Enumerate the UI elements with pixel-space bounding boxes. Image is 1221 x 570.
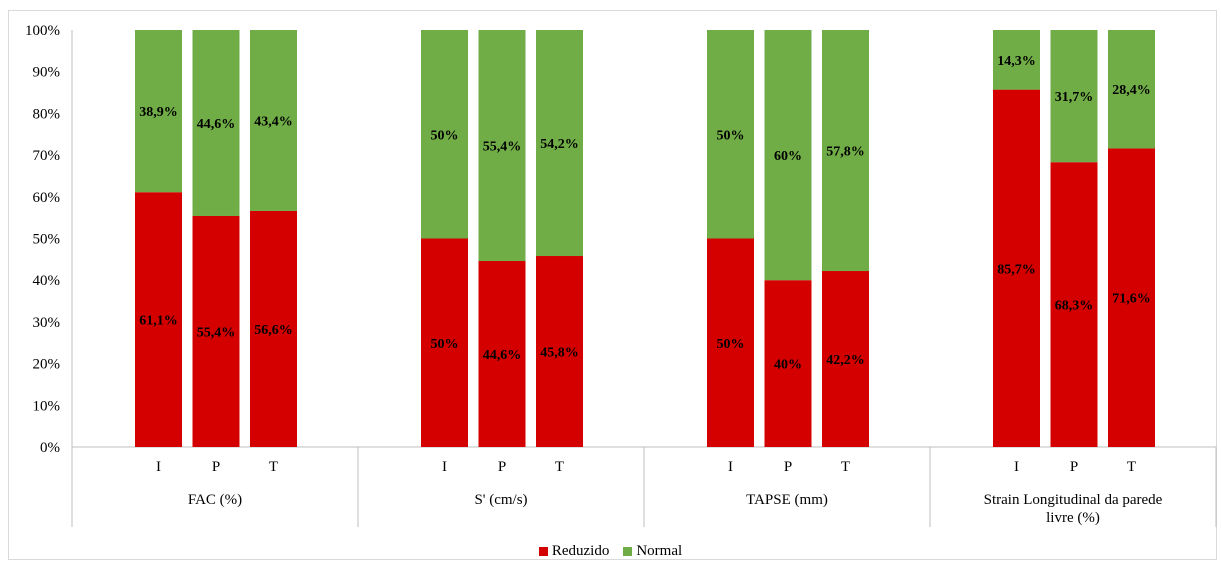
- x-category-label: I: [728, 459, 733, 475]
- bar-reduzido: [135, 192, 182, 447]
- data-label-normal: 28,4%: [1112, 83, 1151, 98]
- y-tick-label: 0%: [40, 440, 60, 456]
- data-label-normal: 60%: [774, 149, 802, 164]
- data-label-reduzido: 45,8%: [540, 346, 579, 361]
- legend-item-reduzido: Reduzido: [538, 542, 610, 560]
- data-label-normal: 54,2%: [540, 137, 579, 152]
- legend-label-reduzido: Reduzido: [551, 542, 610, 559]
- x-category-label: P: [784, 459, 792, 475]
- bar-reduzido: [192, 215, 240, 447]
- data-label-reduzido: 50%: [431, 337, 459, 352]
- y-tick-label: 60%: [33, 190, 61, 206]
- bar-normal: [421, 30, 468, 239]
- bar-normal: [536, 30, 583, 257]
- data-label-normal: 55,4%: [483, 140, 522, 155]
- data-label-reduzido: 55,4%: [197, 325, 236, 340]
- y-tick-label: 40%: [33, 273, 61, 289]
- legend-label-normal: Normal: [636, 542, 683, 559]
- bar-reduzido: [536, 256, 583, 447]
- x-group-label: TAPSE (mm): [746, 492, 828, 508]
- y-tick-label: 30%: [33, 315, 61, 331]
- y-tick-label: 50%: [33, 232, 61, 248]
- y-tick-label: 90%: [33, 65, 61, 81]
- y-tick-label: 70%: [33, 148, 61, 164]
- data-label-reduzido: 68,3%: [1055, 299, 1094, 314]
- x-category-label: T: [841, 459, 850, 475]
- data-label-reduzido: 42,2%: [826, 353, 865, 368]
- x-group-label: FAC (%): [188, 492, 242, 508]
- bar-reduzido: [822, 271, 869, 447]
- bar-reduzido: [764, 280, 812, 447]
- data-label-normal: 14,3%: [997, 54, 1036, 69]
- bar-normal: [1108, 30, 1155, 149]
- y-tick-label: 100%: [25, 23, 60, 39]
- data-label-reduzido: 40%: [774, 358, 802, 373]
- bar-normal: [478, 30, 526, 262]
- bar-normal: [135, 30, 182, 193]
- x-category-label: P: [212, 459, 220, 475]
- data-label-reduzido: 50%: [717, 337, 745, 352]
- bar-reduzido: [478, 261, 526, 447]
- bar-reduzido: [993, 89, 1040, 448]
- data-label-normal: 44,6%: [197, 117, 236, 132]
- data-label-normal: 50%: [431, 128, 459, 143]
- data-label-normal: 50%: [717, 128, 745, 143]
- data-label-normal: 57,8%: [826, 145, 865, 160]
- bar-reduzido: [421, 238, 468, 447]
- y-tick-label: 80%: [33, 106, 61, 122]
- bar-reduzido: [707, 238, 754, 447]
- data-label-reduzido: 85,7%: [997, 262, 1036, 277]
- data-label-reduzido: 71,6%: [1112, 292, 1151, 307]
- y-tick-label: 20%: [33, 357, 61, 373]
- x-category-label: P: [498, 459, 506, 475]
- legend-swatch-reduzido: [538, 546, 548, 556]
- bar-normal: [192, 30, 240, 216]
- x-group-label: livre (%): [1046, 510, 1100, 526]
- legend: Reduzido Normal: [0, 540, 1221, 562]
- bar-normal: [707, 30, 754, 239]
- data-label-normal: 38,9%: [139, 105, 178, 120]
- x-category-label: T: [555, 459, 564, 475]
- bar-normal: [993, 30, 1040, 90]
- data-label-reduzido: 44,6%: [483, 348, 522, 363]
- bar-normal: [1050, 30, 1098, 163]
- legend-swatch-normal: [623, 546, 633, 556]
- x-category-label: I: [442, 459, 447, 475]
- bar-reduzido: [1108, 148, 1155, 448]
- data-label-reduzido: 56,6%: [254, 323, 293, 338]
- bar-normal: [250, 30, 297, 211]
- x-category-label: I: [1014, 459, 1019, 475]
- x-category-label: T: [269, 459, 278, 475]
- data-label-normal: 31,7%: [1055, 90, 1094, 105]
- data-label-reduzido: 61,1%: [139, 314, 178, 329]
- bar-reduzido: [1050, 162, 1098, 447]
- x-category-label: P: [1070, 459, 1078, 475]
- x-group-label: S' (cm/s): [474, 492, 527, 508]
- y-tick-label: 10%: [33, 398, 61, 414]
- data-label-normal: 43,4%: [254, 114, 293, 129]
- x-category-label: T: [1127, 459, 1136, 475]
- bar-normal: [764, 30, 812, 281]
- bar-reduzido: [250, 210, 297, 447]
- chart-frame: [8, 10, 1217, 560]
- x-group-label: Strain Longitudinal da parede: [984, 492, 1163, 508]
- bar-normal: [822, 30, 869, 272]
- x-category-label: I: [156, 459, 161, 475]
- legend-item-normal: Normal: [623, 543, 682, 560]
